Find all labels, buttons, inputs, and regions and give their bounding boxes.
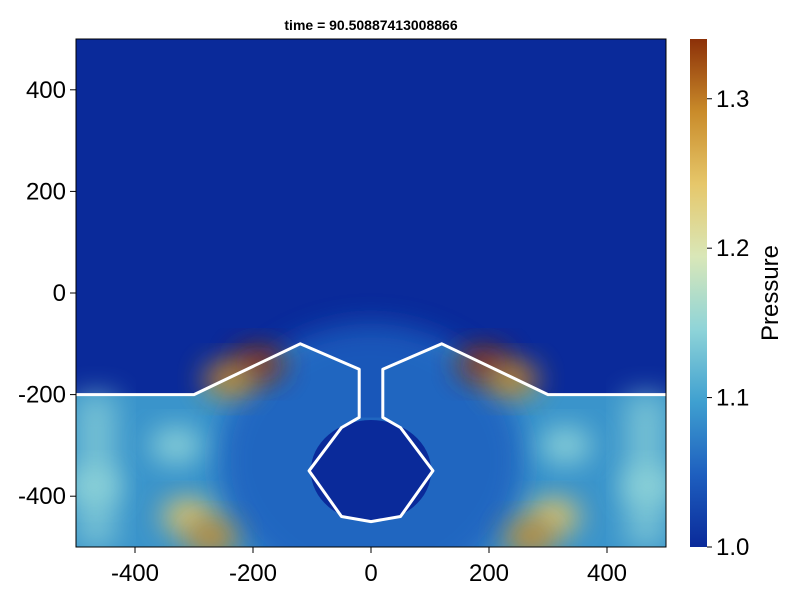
y-tick-label: 400 [26,77,66,104]
y-tick-label: -200 [18,382,66,409]
pressure-hotspot [539,427,592,464]
pressure-hotspot [203,361,256,398]
x-tick: -400 [111,547,159,587]
x-tick-label: 400 [587,560,627,587]
x-tick: 0 [364,547,378,587]
x-tick-label: 200 [469,560,509,587]
y-tick: -400 [18,483,76,510]
colorbar: 1.0 1.1 1.2 1.3 Pressure [690,39,784,561]
colorbar-ticks: 1.0 1.1 1.2 1.3 [707,86,749,561]
y-tick-label: 0 [53,280,66,307]
x-tick-label: 0 [364,560,377,587]
x-tick-label: -400 [111,560,159,587]
x-tick: -200 [229,547,277,587]
pressure-hotspot [486,361,539,398]
y-axis: -400 -200 0 200 400 [18,77,76,510]
chart-title: time = 90.50887413008866 [284,17,457,33]
y-tick: 200 [26,178,76,205]
x-tick: 200 [469,547,509,587]
y-tick: -200 [18,382,76,409]
colorbar-gradient [690,39,707,547]
cylinder-interior [310,420,432,522]
colorbar-tick-label: 1.3 [716,86,749,113]
domain-boundary-line [76,342,666,524]
y-tick-label: 200 [26,178,66,205]
x-tick-label: -200 [229,560,277,587]
y-tick-label: -400 [18,483,66,510]
colorbar-label: Pressure [757,245,784,341]
x-tick: 400 [587,547,627,587]
colorbar-tick: 1.3 [707,86,749,113]
colorbar-tick: 1.0 [707,534,749,561]
pressure-hotspot [185,518,238,547]
colorbar-tick: 1.1 [707,385,749,412]
pressure-hotspot [622,468,666,505]
colorbar-tick-label: 1.2 [716,235,749,262]
plot-area [75,38,667,548]
y-tick: 400 [26,77,76,104]
pressure-hotspot [504,518,557,547]
pressure-hotspot [150,427,203,464]
y-tick: 0 [53,280,76,307]
colorbar-tick-label: 1.1 [716,385,749,412]
x-axis: -400 -200 0 200 400 [111,547,627,587]
colorbar-tick-label: 1.0 [716,534,749,561]
pressure-hotspot [76,468,120,505]
colorbar-tick: 1.2 [707,235,749,262]
